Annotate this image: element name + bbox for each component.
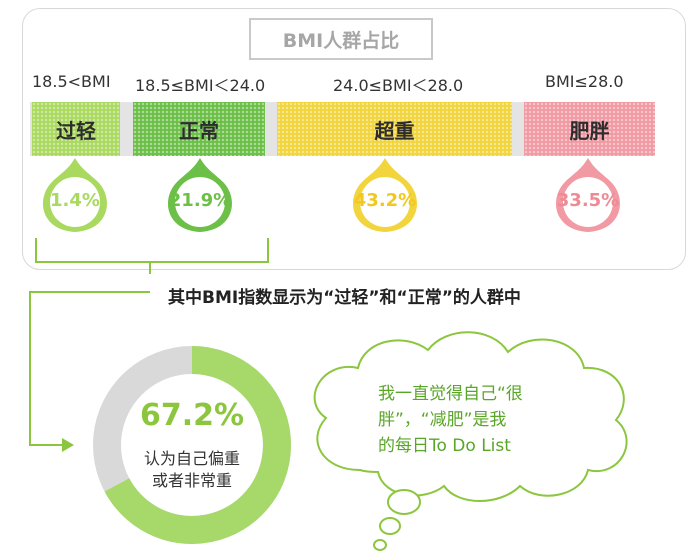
donut-chart: [93, 346, 291, 544]
donut-value: 67.2%: [139, 398, 245, 433]
pin-overweight: 43.2%: [350, 158, 420, 238]
donut-label: 认为自己偏重 或者非常重: [92, 448, 292, 492]
thought-line2: 胖”，“减肥”是我: [378, 410, 507, 430]
donut-segment: [93, 346, 291, 544]
pin-normal: 21.9%: [165, 158, 235, 238]
pin-obese: 33.5%: [553, 158, 623, 238]
pin-inner-underweight: [50, 177, 100, 227]
band-normal: 正常: [133, 102, 265, 156]
value-label-underweight: 1.4%: [50, 190, 100, 211]
pin-inner-normal: [175, 177, 225, 227]
thought-line3: 的每日To Do List: [378, 436, 511, 456]
range-label-underweight: 18.5<BMI: [32, 72, 111, 91]
value-label-overweight: 43.2%: [353, 190, 417, 211]
pin-inner-overweight: [360, 177, 410, 227]
range-label-normal: 18.5≤BMI＜24.0: [135, 76, 266, 95]
band-overweight: 超重: [277, 102, 512, 156]
donut-label-line2: 或者非常重: [151, 471, 232, 490]
range-label-obese: BMI≤28.0: [545, 72, 624, 91]
chart-title: BMI人群占比: [249, 18, 433, 60]
band-underweight: 过轻: [32, 102, 120, 156]
band-obese: 肥胖: [524, 102, 655, 156]
thought-text: 我一直觉得自己“很 胖”，“减肥”是我 的每日To Do List: [378, 381, 598, 459]
range-label-overweight: 24.0≤BMI＜28.0: [333, 76, 464, 95]
value-label-normal: 21.9%: [168, 190, 232, 211]
value-label-obese: 33.5%: [556, 190, 620, 211]
pin-underweight: 1.4%: [40, 158, 110, 238]
caption-text: 其中BMI指数显示为“过轻”和“正常”的人群中: [168, 288, 521, 308]
pin-inner-obese: [563, 177, 613, 227]
thought-line1: 我一直觉得自己“很: [378, 384, 523, 404]
donut-label-line1: 认为自己偏重: [143, 449, 240, 468]
